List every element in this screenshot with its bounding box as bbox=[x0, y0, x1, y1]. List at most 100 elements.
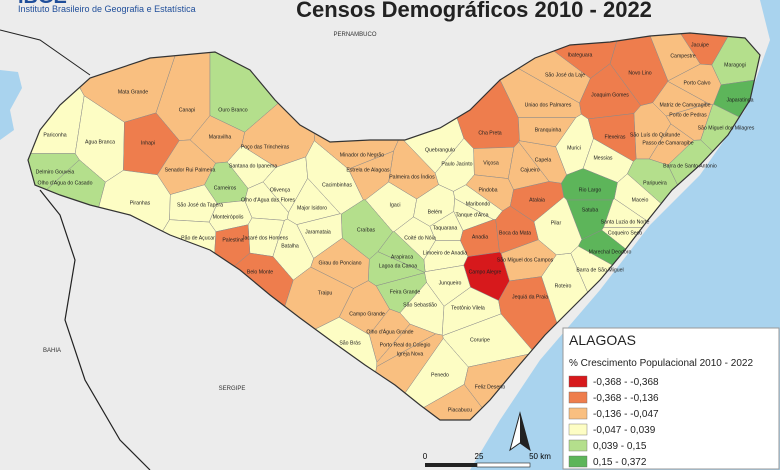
municipality-label: Maceio bbox=[632, 197, 649, 203]
municipality-label: Barra de São Miguel bbox=[576, 267, 623, 273]
municipality-label: Minador do Negrão bbox=[340, 152, 385, 158]
legend-label: -0,368 - -0,136 bbox=[593, 393, 659, 404]
municipality-label: Cacimbinhas bbox=[322, 182, 352, 188]
state-border bbox=[39, 189, 151, 470]
municipality-label: Pariconha bbox=[43, 132, 66, 138]
legend-label: -0,136 - -0,047 bbox=[593, 409, 659, 420]
state-label: SERGIPE bbox=[219, 386, 246, 392]
municipality-label: São Luís do Quitunde bbox=[630, 132, 680, 138]
municipality-label: Teotônio Vilela bbox=[451, 305, 485, 311]
municipality-label: Campestre bbox=[670, 53, 695, 59]
scale-bar bbox=[425, 462, 531, 468]
municipality-label: Quebrangulo bbox=[425, 147, 455, 153]
municipality-label: Porto Real do Colegio bbox=[380, 342, 431, 348]
municipality-label: Coité do Nóia bbox=[404, 235, 436, 241]
municipality-label: Paripueira bbox=[643, 180, 667, 186]
municipality-label: Satuba bbox=[582, 207, 599, 213]
legend-title: ALAGOAS bbox=[569, 332, 636, 348]
municipality-label: Campo Grande bbox=[349, 311, 385, 317]
municipality-label: Cha Preta bbox=[478, 130, 501, 136]
municipality-label: Feliz Deserto bbox=[475, 384, 506, 390]
municipality-label: Inhapi bbox=[141, 140, 155, 146]
municipality-label: Belo Monte bbox=[247, 269, 273, 275]
municipality-label: Atalaia bbox=[529, 197, 545, 203]
municipality-label: Matriz de Camaragibe bbox=[659, 102, 710, 108]
municipality-label: Piranhas bbox=[130, 200, 151, 206]
state-label: BAHIA bbox=[43, 348, 61, 354]
legend-label: 0,039 - 0,15 bbox=[593, 441, 647, 452]
municipality-label: Maravilha bbox=[209, 134, 232, 140]
municipality-label: Santa Luzia do Norte bbox=[601, 219, 650, 225]
municipality-label: Coruripe bbox=[470, 337, 490, 343]
municipality-label: Jaramataia bbox=[305, 229, 331, 235]
municipality-label: Monteirópolis bbox=[213, 214, 244, 220]
legend: ALAGOAS % Crescimento Populacional 2010 … bbox=[562, 327, 780, 470]
municipality-label: Porto Calvo bbox=[683, 80, 710, 86]
legend-label: 0,15 - 0,372 bbox=[593, 457, 647, 468]
legend-swatch bbox=[568, 391, 588, 404]
scale-label: 50 km bbox=[529, 452, 551, 461]
municipality-label: Belém bbox=[428, 209, 443, 215]
municipality-label: Paulo Jacinto bbox=[441, 161, 472, 167]
state-label: PERNAMBUCO bbox=[333, 32, 376, 38]
legend-subtitle: % Crescimento Populacional 2010 - 2022 bbox=[569, 358, 753, 369]
municipality-label: Olivença bbox=[270, 187, 290, 193]
legend-swatch bbox=[568, 455, 588, 468]
municipality-label: Palmeira dos Índios bbox=[389, 173, 435, 180]
municipality-label: Palestina bbox=[222, 237, 243, 243]
state-border bbox=[27, 32, 761, 421]
municipality-label: Piacabucu bbox=[448, 407, 472, 413]
municipality-label: Taquarana bbox=[433, 225, 458, 231]
municipality-label: Igaci bbox=[390, 202, 401, 208]
municipality-label: Lagoa da Canoa bbox=[379, 263, 417, 269]
scale-label: 0 bbox=[423, 452, 428, 461]
municipality-label: Barra de Santo Antonio bbox=[663, 163, 717, 169]
municipality-label: São José da Laje bbox=[545, 72, 585, 78]
municipality-label: Roteiro bbox=[555, 283, 572, 289]
legend-label: -0,368 - -0,368 bbox=[593, 377, 659, 388]
municipality-label: São Sebastião bbox=[403, 302, 437, 308]
municipality-label: Novo Lino bbox=[628, 70, 651, 76]
municipality-label: Feira Grande bbox=[390, 289, 421, 295]
municipality-label: Ouro Branco bbox=[218, 107, 248, 113]
municipality-label: Batalha bbox=[281, 243, 299, 249]
municipality-label: Jacaré dos Homens bbox=[242, 235, 289, 241]
municipality-label: Pilar bbox=[551, 220, 562, 226]
municipality-label: Boca da Mata bbox=[499, 230, 531, 236]
state-border bbox=[0, 29, 91, 76]
municipality-label: Pão de Açucar bbox=[181, 235, 215, 241]
municipality-label: Limoeiro de Anadia bbox=[423, 250, 468, 256]
municipality-label: São Miguel dos Milagres bbox=[698, 125, 755, 131]
municipality-label: Maragogi bbox=[724, 62, 746, 68]
municipality-label: Rio Largo bbox=[579, 187, 602, 193]
legend-swatch bbox=[568, 423, 588, 436]
scale-label: 25 bbox=[475, 452, 484, 461]
municipality-label: Olho d'Agua do Casado bbox=[38, 180, 93, 186]
municipality-label: Pindoba bbox=[478, 187, 497, 193]
municipality-label: Poço das Trincheiras bbox=[241, 144, 290, 150]
municipality-label: Tanque d'Arca bbox=[455, 212, 488, 218]
municipality-label: Cajueiro bbox=[520, 167, 539, 173]
municipality-label: São Miguel dos Campos bbox=[497, 257, 554, 263]
municipality-label: Penedo bbox=[431, 372, 449, 378]
municipality-label: Canapi bbox=[179, 107, 195, 113]
municipality-label: Jacuipe bbox=[691, 42, 709, 48]
legend-swatch bbox=[568, 439, 588, 452]
municipality-label: Major Isidoro bbox=[297, 205, 327, 211]
municipality-label: Senador Rui Palmeira bbox=[165, 167, 216, 173]
municipality-label: Junqueiro bbox=[439, 280, 462, 286]
municipality-label: Passo de Camaragibe bbox=[642, 140, 693, 146]
municipality-label: Marechal Deodoro bbox=[589, 249, 632, 255]
municipality-label: Estrela de Alagoas bbox=[346, 167, 390, 173]
lake bbox=[0, 70, 22, 140]
municipality-label: Messias bbox=[593, 155, 612, 161]
municipality-label: Porto de Pedras bbox=[669, 112, 707, 118]
municipality-label: Viçosa bbox=[483, 160, 499, 166]
municipality-label: Campo Alegre bbox=[469, 269, 502, 275]
legend-label: -0,047 - 0,039 bbox=[593, 425, 656, 436]
municipality-label: Santana do Ipanema bbox=[229, 163, 277, 169]
municipality-label: São Brás bbox=[339, 340, 361, 346]
municipality-label: Delmiro Gouveia bbox=[36, 169, 75, 175]
municipality-label: Japaratinga bbox=[726, 97, 753, 103]
